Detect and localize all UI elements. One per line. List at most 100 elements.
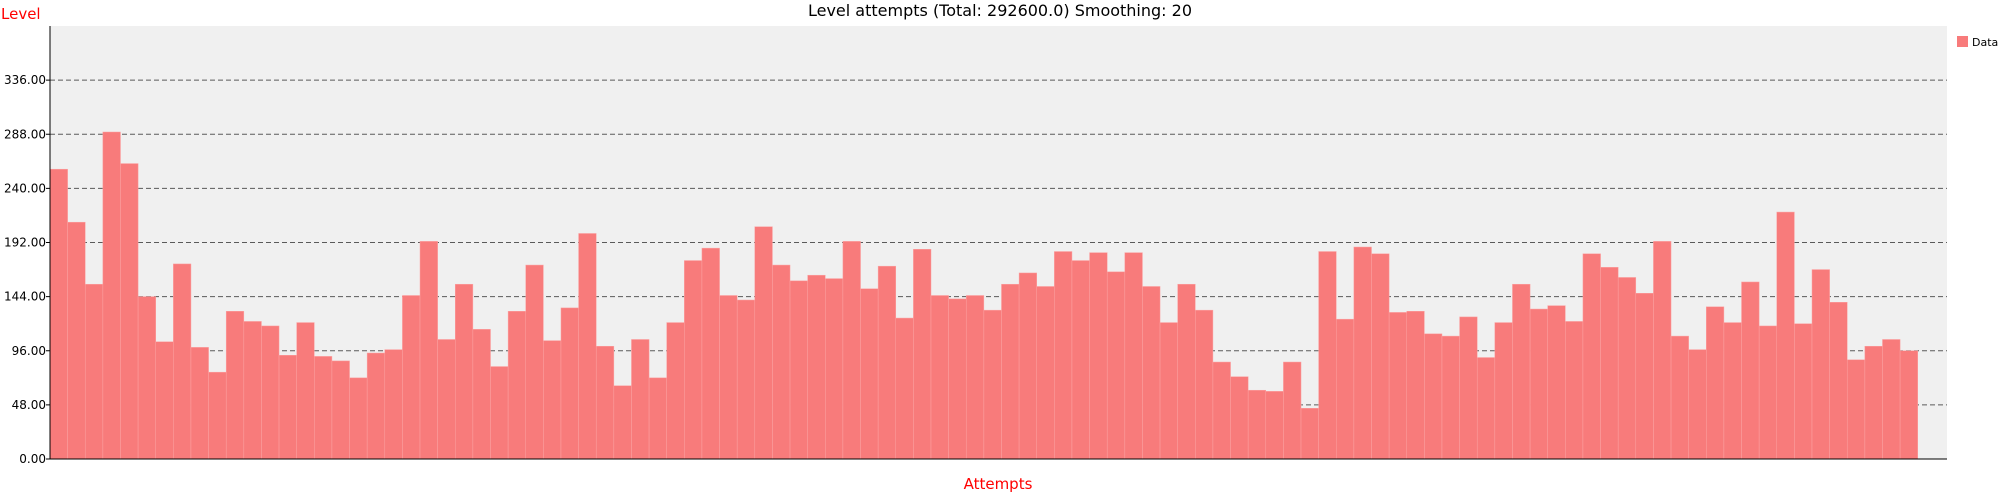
bar [173,263,192,460]
x-axis-label: Attempts [964,475,1033,493]
bar [1371,253,1390,460]
bar [1001,283,1020,460]
bar [1547,305,1566,460]
bar [1195,309,1214,460]
y-tick-label: 336.00 [4,73,46,87]
bar [1142,286,1161,460]
bar [278,355,297,460]
bar [965,295,985,460]
bar [1512,283,1531,460]
bar [155,341,174,460]
y-tick-label: 0.00 [19,452,46,466]
y-tick-label: 96.00 [12,344,46,358]
bar [419,241,438,460]
bar [895,317,914,460]
bar [1353,246,1372,460]
bar [384,349,403,460]
bar [648,377,667,460]
y-tick-label: 288.00 [4,127,46,141]
bar [1846,359,1866,460]
bar [331,360,350,460]
bar [1776,211,1795,460]
legend-label: Data [1972,36,1998,49]
bar [1617,277,1637,460]
bar [1018,272,1037,460]
bar [1054,251,1073,460]
bar [1459,316,1478,460]
bar [243,321,262,460]
bar [402,295,421,460]
bar [208,371,227,460]
bar [1212,361,1231,460]
bar [1565,321,1584,460]
bar [1441,335,1460,460]
bar [1529,308,1548,460]
y-tick-label: 192.00 [4,236,46,250]
bar [701,247,720,460]
bar [507,311,526,460]
bar [948,298,967,460]
bar [913,249,932,460]
bar [190,347,209,460]
bar [1864,345,1883,460]
bar [1811,269,1830,460]
bar [1124,252,1143,460]
y-tick-label: 48.00 [12,398,46,412]
bar [437,339,456,460]
bar [1670,335,1689,460]
bar [825,278,844,460]
bar [1635,292,1654,460]
bar [472,329,491,460]
y-axis-label: Level [1,5,41,23]
bar [1071,260,1090,460]
bar [631,339,650,460]
bar [983,309,1002,460]
bar [1230,376,1249,460]
bar [1424,333,1443,460]
bar [490,366,509,460]
bar [1336,318,1355,460]
bar [719,295,738,460]
bar [1723,322,1742,460]
bar [1688,349,1707,460]
bar [754,226,773,460]
bar [1829,302,1848,460]
bar [560,307,579,460]
y-tick-label: 240.00 [4,181,46,195]
legend-swatch [1957,36,1968,47]
y-tick-label: 144.00 [4,290,46,304]
bar [1600,267,1619,460]
bar [789,280,808,460]
bar [349,377,368,460]
bar [666,322,685,460]
chart-title: Level attempts (Total: 292600.0) Smoothi… [808,1,1192,20]
bar [366,352,386,460]
bar [807,274,826,460]
bar [842,241,861,460]
bar [877,265,897,460]
bar [1476,357,1496,460]
bar [1653,241,1672,460]
bar [1758,325,1778,460]
bar [225,311,245,460]
bar [314,356,333,460]
bar [1089,252,1108,460]
bar [296,322,315,460]
bar [578,233,597,460]
bar [1406,311,1425,460]
bar [1283,361,1302,460]
bar [1794,323,1813,460]
bar [684,260,703,460]
bar [84,283,104,460]
bar [1177,283,1196,460]
bar [1106,271,1126,460]
bar [1899,350,1918,460]
y-tick-labels: 0.00 48.00 96.00 144.00 192.00 240.00 288.00 33… [4,73,50,466]
bar [1494,322,1513,460]
bar [67,221,86,460]
bar [613,385,632,460]
bar [1741,281,1760,460]
bar [120,163,139,460]
bar [261,325,280,460]
